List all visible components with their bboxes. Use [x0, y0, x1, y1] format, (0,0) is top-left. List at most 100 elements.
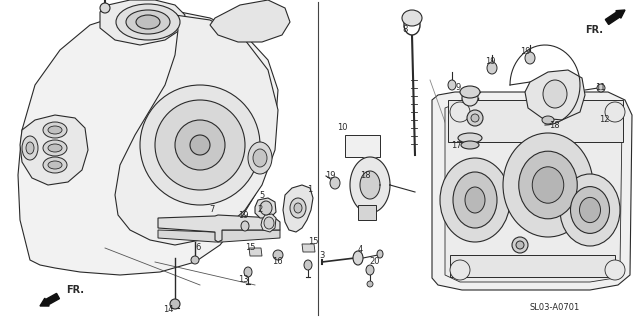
Text: 3: 3 [319, 250, 324, 260]
Text: 18: 18 [360, 171, 371, 180]
Ellipse shape [440, 158, 510, 242]
Text: 9: 9 [456, 83, 461, 93]
Text: 7: 7 [209, 205, 214, 215]
Ellipse shape [294, 203, 302, 213]
Ellipse shape [170, 299, 180, 309]
Polygon shape [18, 10, 278, 275]
Ellipse shape [43, 157, 67, 173]
Ellipse shape [579, 197, 600, 223]
Ellipse shape [450, 260, 470, 280]
Ellipse shape [377, 250, 383, 258]
Bar [448, 100, 623, 142]
Ellipse shape [453, 172, 497, 228]
Ellipse shape [264, 217, 274, 229]
Text: FR.: FR. [66, 285, 84, 295]
FancyArrow shape [40, 293, 60, 306]
Polygon shape [255, 198, 276, 218]
Ellipse shape [43, 140, 67, 156]
Ellipse shape [366, 265, 374, 275]
Polygon shape [445, 102, 622, 282]
Ellipse shape [402, 10, 422, 26]
Text: 14: 14 [163, 306, 173, 314]
Text: 19: 19 [520, 48, 531, 56]
Text: 19: 19 [484, 57, 495, 67]
Ellipse shape [155, 100, 245, 190]
Ellipse shape [175, 120, 225, 170]
Ellipse shape [525, 52, 535, 64]
Ellipse shape [190, 135, 210, 155]
Ellipse shape [542, 116, 554, 124]
Text: 15: 15 [244, 243, 255, 253]
Text: 6: 6 [195, 243, 201, 253]
Ellipse shape [570, 187, 609, 233]
Text: 15: 15 [308, 237, 318, 247]
FancyArrow shape [605, 10, 625, 24]
Ellipse shape [43, 122, 67, 138]
Ellipse shape [367, 281, 373, 287]
Text: 16: 16 [272, 257, 282, 267]
Ellipse shape [512, 237, 528, 253]
Polygon shape [158, 230, 280, 242]
Text: 8: 8 [403, 25, 408, 35]
Text: 13: 13 [237, 275, 248, 284]
Ellipse shape [461, 141, 479, 149]
Ellipse shape [116, 4, 180, 40]
Text: 10: 10 [337, 124, 348, 133]
Polygon shape [360, 171, 380, 199]
Polygon shape [20, 115, 88, 185]
Text: 5: 5 [259, 191, 264, 199]
Ellipse shape [448, 80, 456, 90]
Polygon shape [100, 0, 185, 45]
Ellipse shape [560, 174, 620, 246]
Polygon shape [283, 185, 313, 232]
Ellipse shape [22, 136, 38, 160]
Text: 11: 11 [595, 83, 605, 93]
Text: 17: 17 [451, 140, 461, 150]
Ellipse shape [260, 201, 272, 215]
Ellipse shape [48, 161, 62, 169]
Ellipse shape [462, 90, 478, 106]
Ellipse shape [353, 251, 363, 265]
Ellipse shape [503, 133, 593, 237]
Bar [345, 135, 380, 157]
Ellipse shape [191, 256, 199, 264]
Text: 18: 18 [548, 121, 559, 131]
Ellipse shape [290, 198, 306, 218]
Ellipse shape [253, 149, 267, 167]
Ellipse shape [467, 110, 483, 126]
Ellipse shape [248, 142, 272, 174]
Ellipse shape [597, 84, 605, 92]
Ellipse shape [140, 85, 260, 205]
Ellipse shape [458, 133, 482, 143]
Text: 20: 20 [370, 257, 380, 267]
Ellipse shape [100, 3, 110, 13]
Ellipse shape [48, 144, 62, 152]
Ellipse shape [241, 221, 249, 231]
Ellipse shape [487, 62, 497, 74]
Ellipse shape [460, 86, 480, 98]
Text: 19: 19 [324, 171, 335, 179]
Text: 2: 2 [257, 205, 262, 215]
Ellipse shape [605, 260, 625, 280]
Ellipse shape [471, 114, 479, 122]
Polygon shape [302, 244, 315, 252]
Bar [358, 205, 376, 220]
Text: 4: 4 [357, 245, 363, 255]
Polygon shape [432, 92, 632, 290]
Bar [450, 255, 615, 277]
Polygon shape [261, 214, 276, 232]
Text: SL03-A0701: SL03-A0701 [530, 303, 580, 313]
Ellipse shape [404, 15, 420, 35]
Ellipse shape [304, 260, 312, 270]
Text: 1: 1 [307, 185, 312, 195]
Ellipse shape [516, 241, 524, 249]
Ellipse shape [26, 142, 34, 154]
Text: 19: 19 [237, 210, 248, 219]
Ellipse shape [450, 102, 470, 122]
Polygon shape [350, 157, 390, 213]
Polygon shape [210, 0, 290, 42]
Polygon shape [115, 15, 278, 245]
Text: 12: 12 [599, 115, 609, 125]
Ellipse shape [126, 10, 170, 34]
Ellipse shape [543, 80, 567, 108]
